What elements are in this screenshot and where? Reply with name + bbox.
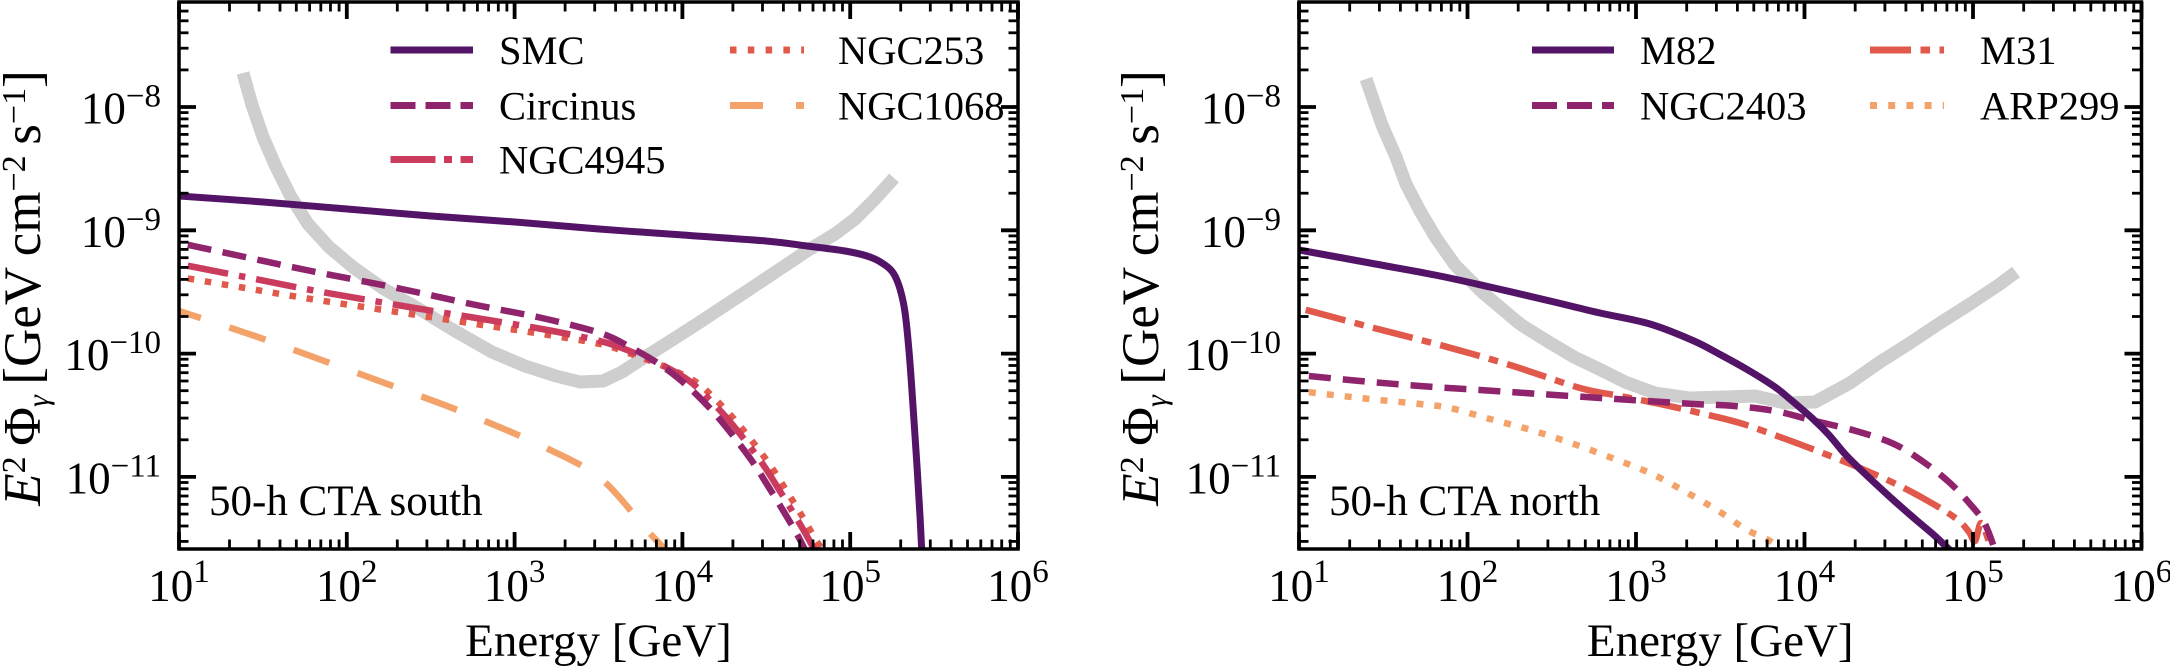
svg-text:Energy [GeV]: Energy [GeV] (465, 615, 732, 667)
svg-text:NGC253: NGC253 (838, 28, 984, 73)
svg-text:104: 104 (652, 554, 714, 611)
svg-text:E2 Φγ [GeV cm−2 s−1]: E2 Φγ [GeV cm−2 s−1] (0, 70, 55, 507)
svg-text:E2 Φγ [GeV cm−2 s−1]: E2 Φγ [GeV cm−2 s−1] (1112, 70, 1173, 507)
svg-text:50-h CTA south: 50-h CTA south (209, 478, 483, 525)
svg-text:10−9: 10−9 (1201, 202, 1281, 257)
svg-text:10−8: 10−8 (81, 79, 161, 134)
svg-text:103: 103 (484, 554, 546, 611)
svg-text:101: 101 (1268, 554, 1330, 611)
svg-text:NGC1068: NGC1068 (838, 84, 1005, 129)
svg-text:104: 104 (1774, 554, 1836, 611)
svg-text:10−10: 10−10 (1184, 325, 1281, 380)
svg-text:10−11: 10−11 (1186, 448, 1281, 503)
svg-text:10−8: 10−8 (1201, 79, 1281, 134)
svg-text:101: 101 (148, 554, 210, 611)
svg-text:103: 103 (1605, 554, 1667, 611)
svg-text:105: 105 (819, 554, 881, 611)
svg-text:102: 102 (316, 554, 378, 611)
svg-text:105: 105 (1942, 554, 2004, 611)
svg-text:Circinus: Circinus (499, 84, 636, 129)
svg-text:Energy [GeV]: Energy [GeV] (1587, 615, 1854, 667)
svg-text:106: 106 (2111, 554, 2170, 611)
svg-text:SMC: SMC (499, 28, 585, 73)
svg-text:NGC2403: NGC2403 (1640, 84, 1807, 129)
svg-text:M31: M31 (1980, 28, 2057, 73)
svg-text:10−10: 10−10 (64, 325, 161, 380)
svg-text:50-h CTA north: 50-h CTA north (1329, 478, 1600, 525)
svg-text:ARP299: ARP299 (1980, 84, 2120, 129)
svg-text:106: 106 (987, 554, 1049, 611)
svg-text:NGC4945: NGC4945 (499, 138, 666, 183)
svg-text:102: 102 (1437, 554, 1499, 611)
svg-text:M82: M82 (1640, 28, 1717, 73)
svg-text:10−11: 10−11 (66, 448, 161, 503)
svg-text:10−9: 10−9 (81, 202, 161, 257)
